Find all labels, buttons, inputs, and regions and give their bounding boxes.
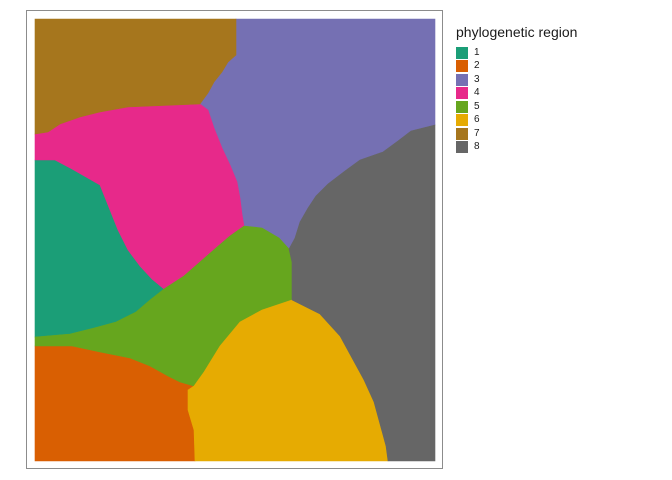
legend-swatch-8: [456, 141, 468, 154]
legend-swatch-3: [456, 73, 468, 86]
legend-item-2: 2: [456, 60, 577, 74]
legend-label: 7: [474, 127, 480, 139]
legend-swatch-2: [456, 60, 468, 73]
legend-label: 3: [474, 73, 480, 85]
region-8: [288, 124, 436, 462]
legend-item-5: 5: [456, 100, 577, 114]
legend-swatch-4: [456, 87, 468, 100]
legend-item-3: 3: [456, 73, 577, 87]
legend-item-6: 6: [456, 114, 577, 128]
legend-swatch-1: [456, 46, 468, 59]
legend-swatch-7: [456, 127, 468, 140]
region-7: [34, 18, 237, 135]
legend-item-4: 4: [456, 87, 577, 101]
legend-label: 2: [474, 60, 480, 72]
legend-item-7: 7: [456, 127, 577, 141]
legend-swatch-6: [456, 114, 468, 127]
legend-label: 4: [474, 87, 480, 99]
legend-title: phylogenetic region: [456, 24, 578, 40]
legend-label: 8: [474, 141, 480, 153]
legend-label: 6: [474, 114, 480, 126]
legend-label: 1: [474, 46, 480, 58]
legend-item-1: 1: [456, 46, 577, 60]
legend-swatch-5: [456, 100, 468, 113]
legend-item-8: 8: [456, 141, 577, 155]
legend-label: 5: [474, 100, 480, 112]
